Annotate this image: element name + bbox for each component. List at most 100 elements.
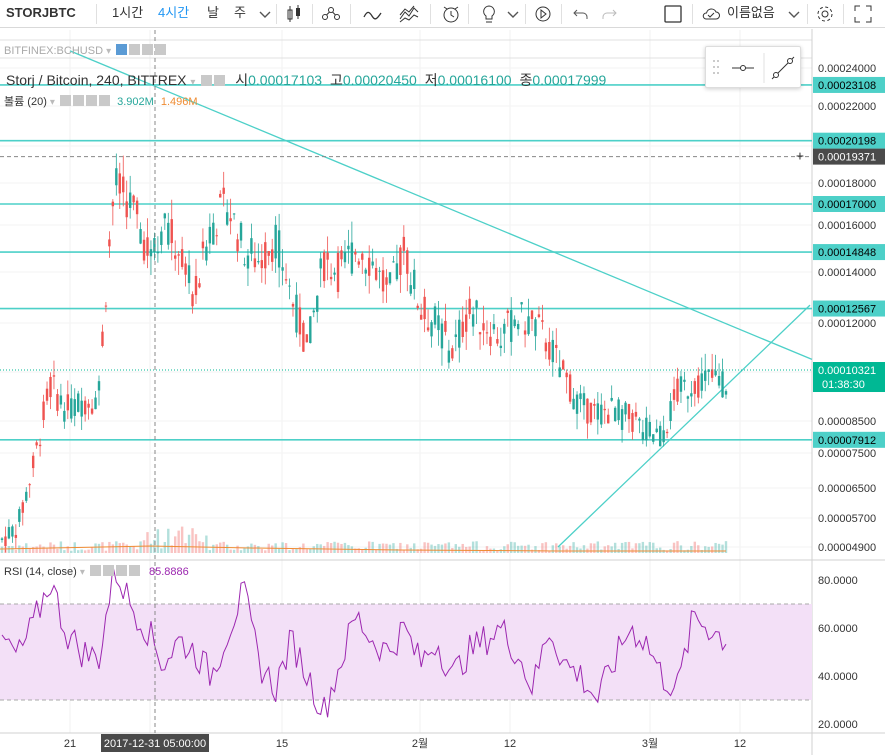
candle-body <box>0 538 4 540</box>
volume-bar <box>593 543 596 553</box>
drag-handle-icon[interactable] <box>713 60 719 74</box>
chevron-down-icon[interactable]: ▾ <box>49 97 55 108</box>
descending-trendline[interactable] <box>69 50 813 361</box>
volume-bar <box>454 544 457 553</box>
rsi-line <box>1 565 727 718</box>
candle-body <box>579 393 582 400</box>
gear-icon[interactable] <box>73 95 85 106</box>
cloud-icon[interactable] <box>700 3 722 25</box>
volume-title[interactable]: 볼륨 (20) <box>4 96 47 108</box>
candle-body <box>267 250 270 256</box>
symbol-label[interactable]: STORJBTC <box>6 5 76 20</box>
toolbar-divider <box>561 4 562 24</box>
redo-icon[interactable] <box>598 3 620 25</box>
volume-bar <box>367 541 371 553</box>
replay-icon[interactable] <box>532 3 554 25</box>
ascending-trendline[interactable] <box>557 304 811 548</box>
volume-bar <box>402 550 406 553</box>
interval-week[interactable]: 주 <box>234 5 246 20</box>
chevron-down-icon[interactable] <box>783 3 805 25</box>
gear-icon[interactable] <box>814 3 836 25</box>
volume-bar <box>374 549 378 553</box>
candle-body <box>18 509 21 522</box>
gear-icon[interactable] <box>214 75 226 86</box>
volume-bar <box>683 550 686 553</box>
close-icon[interactable] <box>128 565 140 576</box>
candle-body <box>271 249 274 262</box>
candle-body <box>142 239 146 261</box>
volume-bar <box>690 546 693 553</box>
volume-bar <box>329 543 333 553</box>
close-icon[interactable] <box>155 44 167 55</box>
alert-icon[interactable] <box>440 3 462 25</box>
volume-ma-value: 1.496M <box>160 96 198 108</box>
level-price-label: 0.00017000 <box>818 199 876 211</box>
user-name[interactable]: 이름없음 <box>727 5 775 20</box>
fullscreen-box-icon[interactable] <box>662 3 684 25</box>
chevron-down-icon[interactable]: ▾ <box>190 77 196 88</box>
line-chart-icon[interactable] <box>362 3 384 25</box>
volume-bar <box>537 549 541 553</box>
gear-icon[interactable] <box>129 44 141 55</box>
candle-body <box>565 372 568 378</box>
idea-icon[interactable] <box>478 3 500 25</box>
volume-bar <box>38 544 42 553</box>
candle-body <box>236 239 239 252</box>
candle-body <box>302 322 305 352</box>
candle-body <box>4 536 7 547</box>
price-tick-label: 0.00005700 <box>818 513 876 525</box>
candle-body <box>59 395 63 405</box>
volume-bar <box>4 546 7 553</box>
eye-icon[interactable] <box>201 75 213 86</box>
rsi-band <box>0 604 812 700</box>
undo-icon[interactable] <box>570 3 592 25</box>
volume-bar <box>87 549 90 553</box>
volume-bar <box>80 549 83 553</box>
rsi-title[interactable]: RSI (14, close) <box>4 566 77 578</box>
volume-bar <box>264 550 267 553</box>
overlay-symbol-label[interactable]: BITFINEX:BCHUSD <box>4 45 104 57</box>
time-tick-label: 21 <box>64 738 76 750</box>
volume-bar <box>104 550 108 553</box>
candle-body <box>645 417 648 441</box>
volume-bar <box>648 542 651 553</box>
eye-icon[interactable] <box>60 95 72 106</box>
volume-bar <box>589 543 593 553</box>
plus-icon[interactable] <box>86 95 98 106</box>
chevron-down-icon[interactable] <box>502 3 524 25</box>
trend-line-tool-icon[interactable] <box>771 56 795 80</box>
volume-bar <box>433 545 437 553</box>
candles-icon[interactable] <box>283 3 305 25</box>
interval-day[interactable]: 날 <box>207 5 219 20</box>
series-title[interactable]: Storj / Bitcoin, 240, BITTREX <box>6 72 187 88</box>
horizontal-line-tool-icon[interactable] <box>732 65 754 71</box>
chevron-down-icon[interactable]: ▾ <box>106 46 112 57</box>
candle-body <box>243 264 246 266</box>
volume-bar <box>309 548 312 553</box>
interval-1h[interactable]: 1시간 <box>112 5 144 20</box>
chevron-down-icon[interactable]: ▾ <box>79 567 85 578</box>
eye-icon[interactable] <box>89 565 101 576</box>
close-icon[interactable] <box>99 95 111 106</box>
indicators-icon[interactable] <box>320 3 342 25</box>
candle-body <box>194 275 198 296</box>
candle-body <box>264 242 267 269</box>
interval-4h[interactable]: 4시간 <box>158 5 190 20</box>
candles-group <box>0 153 728 553</box>
chevron-down-icon[interactable] <box>254 3 276 25</box>
plus-icon[interactable] <box>115 565 127 576</box>
candle-body <box>208 226 212 244</box>
volume-bar <box>139 541 142 553</box>
volume-bar <box>174 536 177 553</box>
volume-bar <box>568 545 572 553</box>
eye-icon[interactable] <box>116 44 128 55</box>
expand-icon[interactable] <box>852 3 874 25</box>
candle-body <box>523 330 527 335</box>
plus-icon[interactable] <box>142 44 154 55</box>
candle-body <box>617 399 620 421</box>
volume-bar <box>430 544 433 553</box>
gear-icon[interactable] <box>102 565 114 576</box>
compare-icon[interactable] <box>398 3 420 25</box>
volume-bar <box>513 542 516 553</box>
